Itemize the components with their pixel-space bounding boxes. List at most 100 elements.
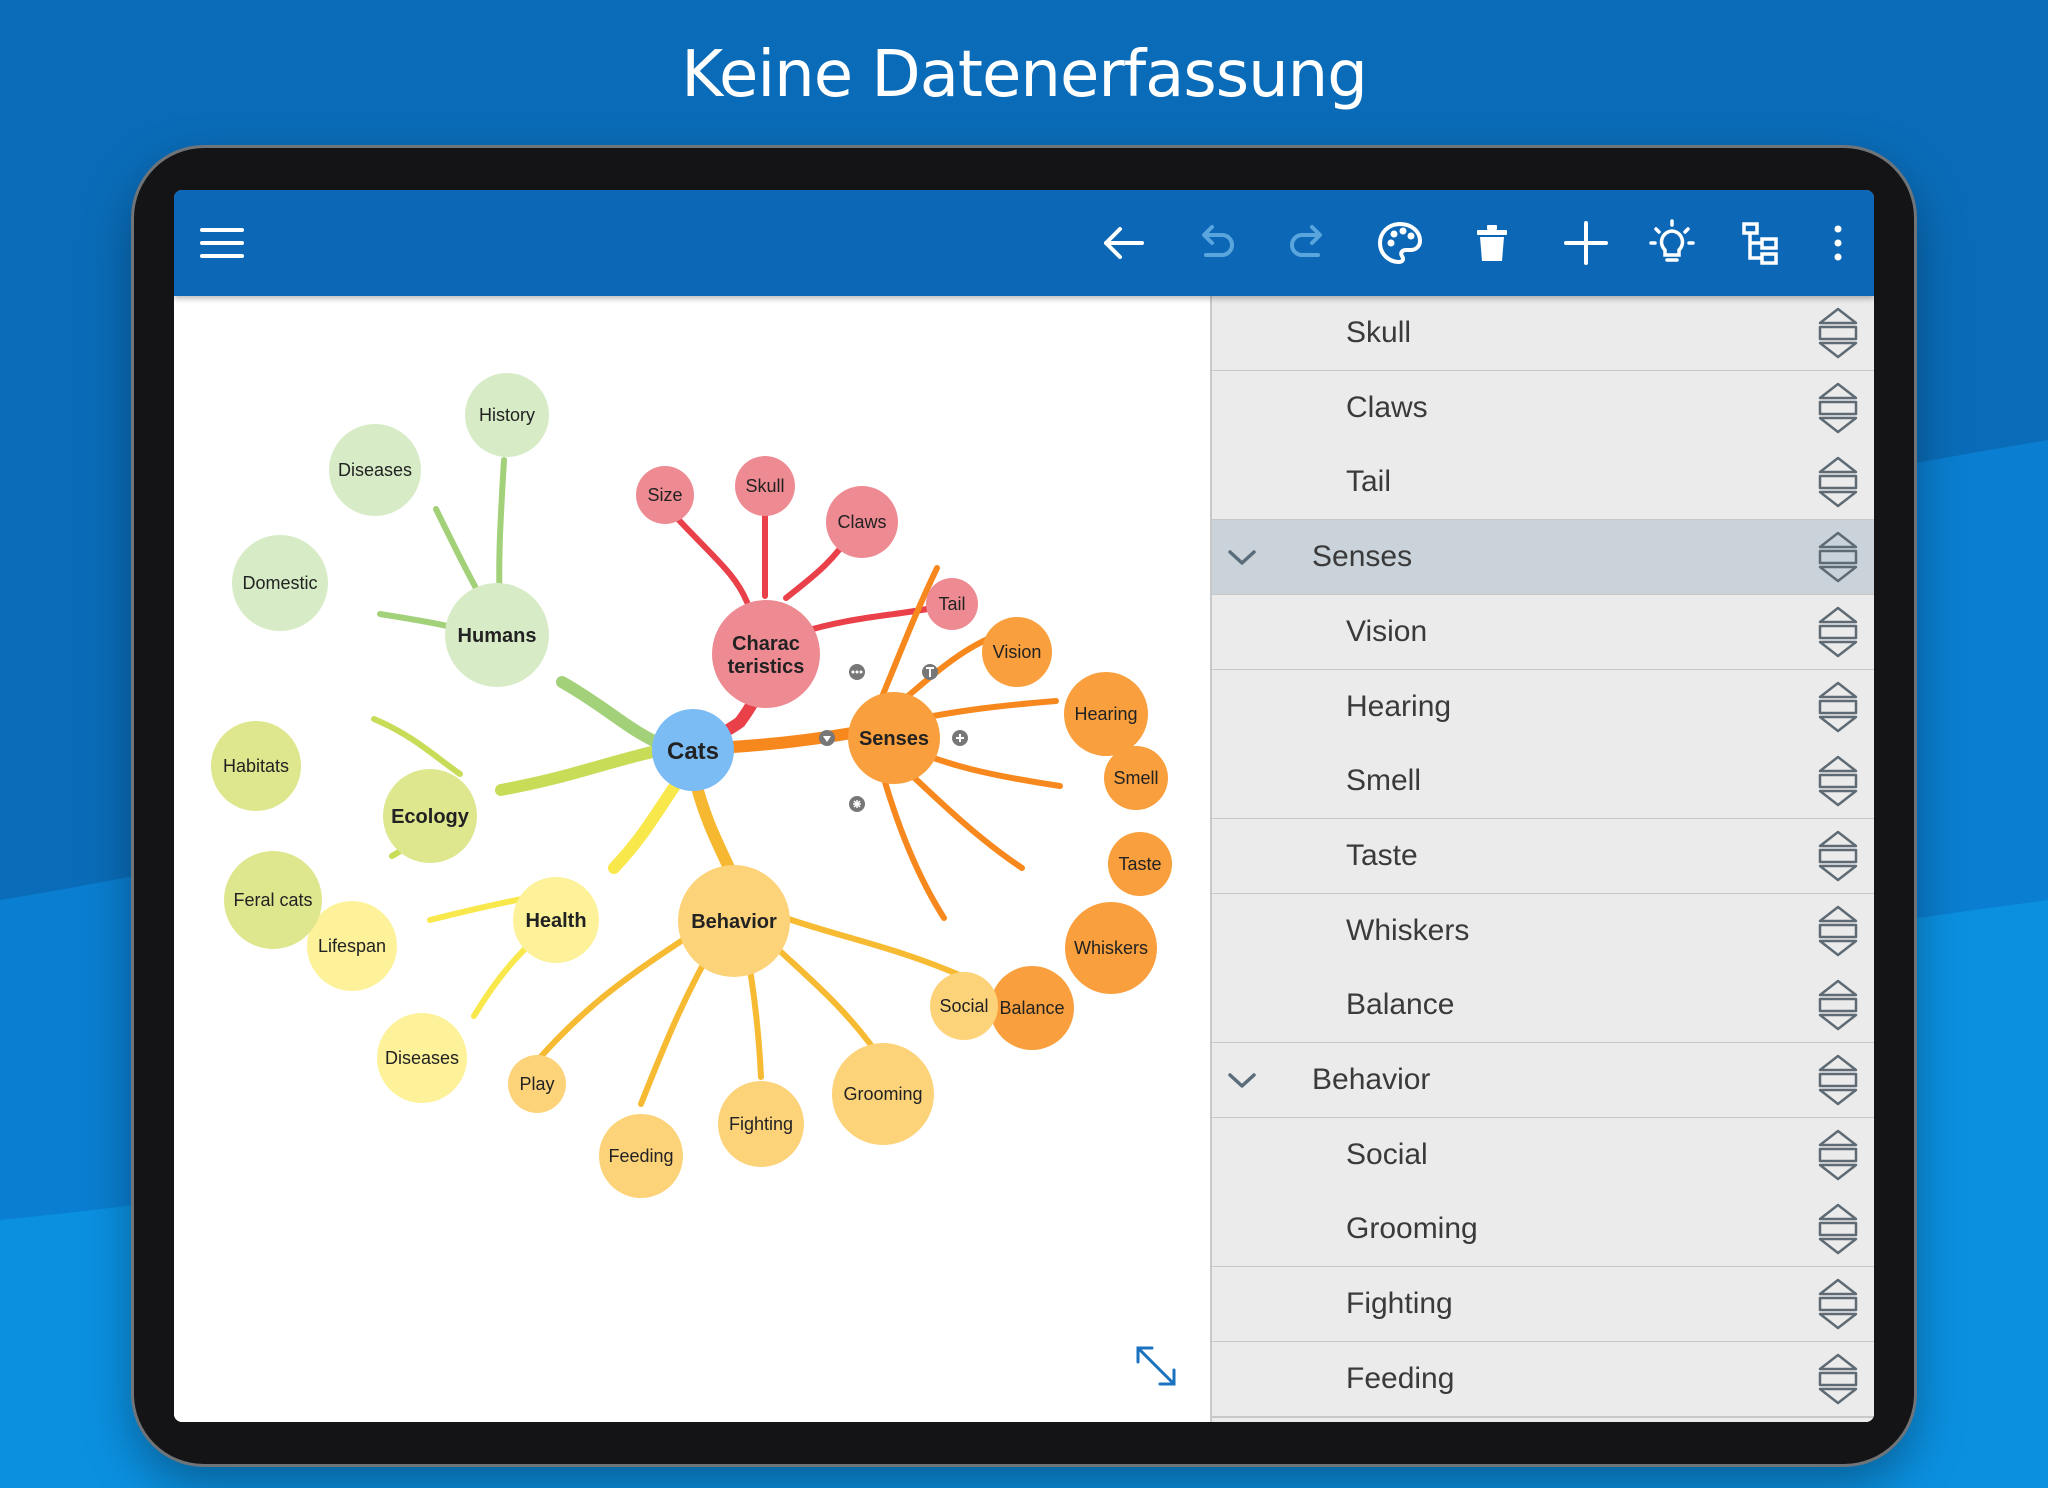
reorder-handle-icon[interactable] — [1816, 828, 1860, 884]
outline-row-taste[interactable]: Taste — [1212, 818, 1874, 895]
arrow-left-icon[interactable] — [1096, 215, 1152, 271]
node-play-label: Play — [519, 1074, 554, 1094]
node-claws[interactable]: Claws — [826, 486, 898, 558]
outline-row-label: Social — [1346, 1137, 1428, 1171]
node-control-add-icon[interactable] — [952, 730, 968, 746]
outline-row-grooming[interactable]: Grooming — [1212, 1192, 1874, 1269]
node-humans[interactable]: Humans — [445, 583, 549, 687]
node-humans-diseases[interactable]: Diseases — [329, 424, 421, 516]
node-behavior[interactable]: Behavior — [678, 865, 790, 977]
outline-row-label: Behavior — [1312, 1063, 1431, 1096]
node-vision-label: Vision — [993, 642, 1042, 662]
menu-icon[interactable] — [196, 215, 252, 271]
node-skull[interactable]: Skull — [735, 456, 795, 516]
plus-icon[interactable] — [1558, 215, 1614, 271]
node-behavior-label: Behavior — [691, 911, 777, 933]
node-control-more-icon[interactable] — [849, 664, 865, 680]
lightbulb-icon[interactable] — [1644, 215, 1700, 271]
node-health-label: Health — [525, 910, 586, 932]
node-domestic[interactable]: Domestic — [232, 535, 328, 631]
reorder-handle-icon[interactable] — [1816, 903, 1860, 959]
palette-icon[interactable] — [1372, 215, 1428, 271]
node-feeding[interactable]: Feeding — [599, 1114, 683, 1198]
node-lifespan[interactable]: Lifespan — [307, 901, 397, 991]
outline-row-tail[interactable]: Tail — [1212, 445, 1874, 522]
node-hearing[interactable]: Hearing — [1064, 672, 1148, 756]
reorder-handle-icon[interactable] — [1816, 679, 1860, 735]
reorder-handle-icon[interactable] — [1816, 1052, 1860, 1108]
expand-diagonal-icon[interactable] — [1132, 1342, 1180, 1390]
node-health-diseases[interactable]: Diseases — [377, 1013, 467, 1103]
outline-row-vision[interactable]: Vision — [1212, 594, 1874, 671]
outline-row-social[interactable]: Social — [1212, 1117, 1874, 1194]
reorder-handle-icon[interactable] — [1816, 529, 1860, 585]
reorder-handle-icon[interactable] — [1816, 1201, 1860, 1257]
outline-row-label: Skull — [1346, 316, 1412, 349]
reorder-handle-icon[interactable] — [1816, 1127, 1860, 1183]
outline-panel: Skull Claws Tail Senses Vision Hearing Smell Ta… — [1210, 296, 1874, 1422]
node-grooming[interactable]: Grooming — [832, 1043, 934, 1145]
node-cats-label: Cats — [667, 738, 719, 765]
outline-row-senses[interactable]: Senses — [1212, 520, 1874, 597]
node-cats-center[interactable]: Cats — [652, 709, 734, 791]
node-taste[interactable]: Taste — [1108, 832, 1172, 896]
node-smell[interactable]: Smell — [1104, 746, 1168, 810]
reorder-handle-icon[interactable] — [1816, 305, 1860, 361]
node-control-text-icon[interactable] — [922, 664, 938, 680]
trash-icon[interactable] — [1464, 215, 1520, 271]
outline-row-hearing[interactable]: Hearing — [1212, 669, 1874, 746]
node-social-label: Social — [939, 996, 988, 1016]
outline-row-behavior[interactable]: Behavior — [1212, 1043, 1874, 1119]
node-fighting-label: Fighting — [729, 1114, 793, 1134]
outline-row-label: Balance — [1346, 988, 1455, 1022]
node-history[interactable]: History — [465, 373, 549, 457]
node-taste-label: Taste — [1118, 854, 1161, 874]
node-senses[interactable]: Senses — [848, 692, 940, 784]
outline-row-label: Fighting — [1346, 1287, 1453, 1321]
node-habitats[interactable]: Habitats — [211, 721, 301, 811]
outline-row-whiskers[interactable]: Whiskers — [1212, 893, 1874, 970]
outline-row-label: Grooming — [1346, 1212, 1478, 1246]
outline-row-fighting[interactable]: Fighting — [1212, 1267, 1874, 1344]
reorder-handle-icon[interactable] — [1816, 977, 1860, 1033]
reorder-handle-icon[interactable] — [1816, 753, 1860, 809]
outline-row-skull[interactable]: Skull — [1212, 296, 1874, 372]
node-characteristics-label-1: Charac — [732, 633, 800, 655]
node-whiskers[interactable]: Whiskers — [1065, 902, 1157, 994]
node-feral-cats[interactable]: Feral cats — [224, 851, 322, 949]
node-lifespan-label: Lifespan — [318, 936, 386, 956]
outline-row-feeding[interactable]: Feeding — [1212, 1341, 1874, 1418]
node-history-label: History — [479, 405, 535, 425]
reorder-handle-icon[interactable] — [1816, 454, 1860, 510]
more-vertical-icon[interactable] — [1810, 215, 1866, 271]
reorder-handle-icon[interactable] — [1816, 1276, 1860, 1332]
outline-row-claws[interactable]: Claws — [1212, 370, 1874, 447]
node-vision[interactable]: Vision — [982, 617, 1052, 687]
node-fighting[interactable]: Fighting — [718, 1081, 804, 1167]
reorder-handle-icon[interactable] — [1816, 604, 1860, 660]
node-tail[interactable]: Tail — [926, 578, 978, 630]
node-social[interactable]: Social — [930, 972, 998, 1040]
node-play[interactable]: Play — [508, 1055, 566, 1113]
reorder-handle-icon[interactable] — [1816, 380, 1860, 436]
headline: Keine Datenerfassung — [681, 38, 1368, 112]
node-control-move-icon[interactable] — [849, 796, 865, 812]
tree-icon[interactable] — [1734, 215, 1790, 271]
chevron-down-icon[interactable] — [1224, 540, 1260, 576]
mindmap[interactable]: Size Skull Claws Tail Charac teristics V… — [174, 296, 1210, 1422]
mindmap-canvas[interactable]: Size Skull Claws Tail Charac teristics V… — [174, 296, 1210, 1422]
outline-row-smell[interactable]: Smell — [1212, 744, 1874, 821]
redo-icon[interactable] — [1280, 215, 1336, 271]
node-ecology[interactable]: Ecology — [383, 769, 477, 863]
chevron-down-icon[interactable] — [1224, 1063, 1260, 1099]
node-control-collapse-icon[interactable] — [819, 730, 835, 746]
node-size[interactable]: Size — [636, 466, 694, 524]
undo-icon[interactable] — [1188, 215, 1244, 271]
reorder-handle-icon[interactable] — [1816, 1351, 1860, 1407]
outline-row-label: Smell — [1346, 764, 1422, 798]
node-balance[interactable]: Balance — [990, 966, 1074, 1050]
node-health[interactable]: Health — [513, 877, 599, 963]
node-characteristics[interactable]: Charac teristics — [712, 600, 820, 708]
outline-row-balance[interactable]: Balance — [1212, 968, 1874, 1045]
node-humans-diseases-label: Diseases — [338, 460, 412, 480]
